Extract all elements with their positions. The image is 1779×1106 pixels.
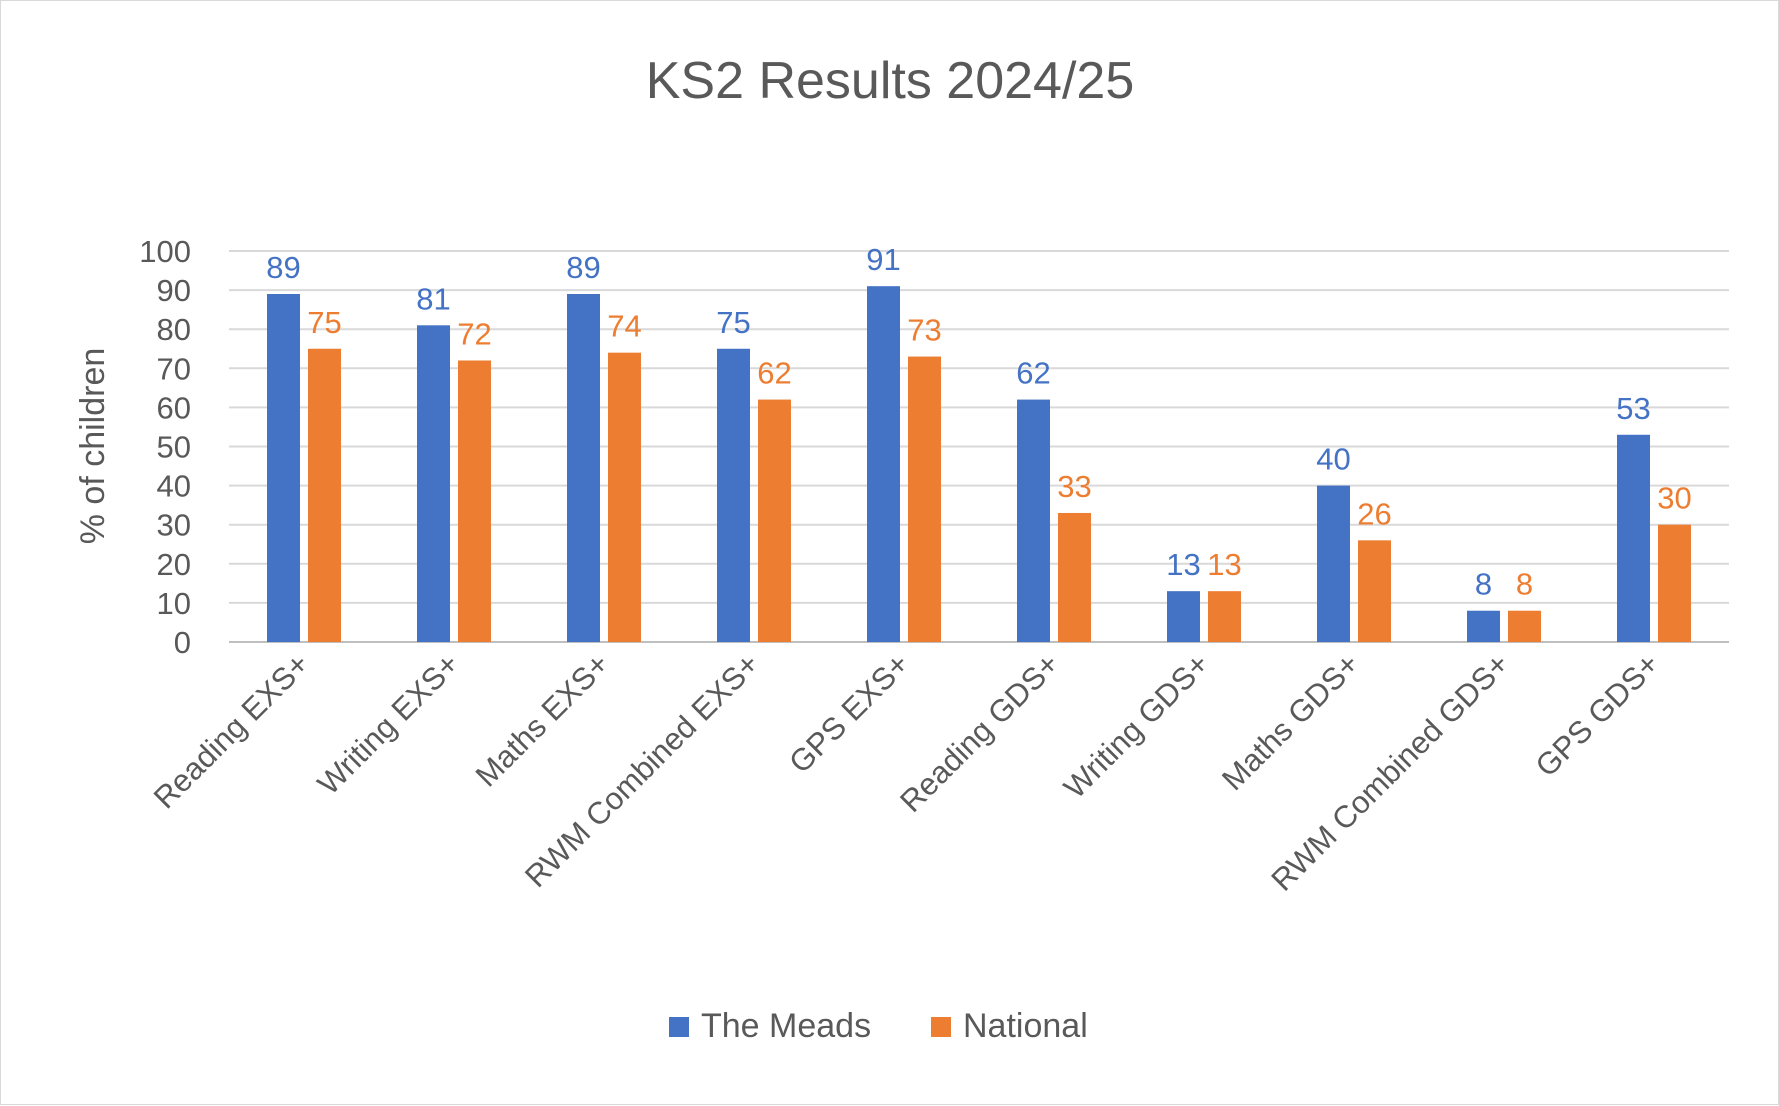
bar [417,325,450,642]
y-tick-label: 90 [157,273,191,308]
legend-label: The Meads [701,1007,871,1045]
bar [1508,610,1541,642]
bar [908,356,941,642]
y-tick-label: 20 [157,547,191,582]
x-tick-label: GPS EXS+ [782,646,916,780]
legend-swatch [669,1017,689,1037]
data-label: 33 [1057,469,1091,504]
data-label: 13 [1207,547,1241,582]
data-label: 75 [716,305,750,340]
data-label: 62 [757,356,791,391]
data-label: 30 [1657,481,1691,516]
bars [267,286,1691,642]
bar [1658,524,1691,642]
bar [567,294,600,642]
x-tick-label: Writing GDS+ [1057,646,1216,805]
bar [1467,610,1500,642]
bar [1317,485,1350,642]
bar [1167,591,1200,642]
bar [867,286,900,642]
x-tick-label: Maths GDS+ [1215,646,1366,797]
y-axis-ticks: 0 10 20 30 40 50 60 70 80 90 100 [139,234,191,660]
bar [1058,512,1091,642]
data-label: 26 [1357,496,1391,531]
y-tick-label: 100 [139,234,191,269]
y-tick-label: 50 [157,430,191,465]
legend-label: National [963,1007,1088,1045]
bar [1208,591,1241,642]
data-label: 74 [607,309,641,344]
y-tick-label: 40 [157,469,191,504]
legend-swatch [931,1017,951,1037]
data-label: 13 [1166,547,1200,582]
x-tick-label: GPS GDS+ [1529,646,1666,783]
data-label: 8 [1475,567,1492,602]
y-tick-label: 30 [157,508,191,543]
data-label: 89 [266,250,300,285]
y-tick-label: 80 [157,312,191,347]
x-tick-label: Reading EXS+ [147,646,316,815]
data-label: 72 [457,316,491,351]
y-tick-label: 0 [174,625,191,660]
x-axis-ticks: Reading EXS+Writing EXS+ Maths EXS+RWM Co… [147,646,1666,898]
bar [608,352,641,642]
data-label: 81 [416,281,450,316]
legend: The Meads National [669,1007,1088,1045]
x-tick-label: Reading GDS+ [893,646,1066,819]
data-label: 8 [1516,567,1533,602]
bar [1017,399,1050,642]
data-label: 53 [1616,391,1650,426]
x-tick-label: Writing EXS+ [311,646,466,801]
bar [1358,540,1391,642]
data-label: 75 [307,305,341,340]
data-label: 89 [566,250,600,285]
bar [267,294,300,642]
chart-title: KS2 Results 2024/25 [646,52,1135,110]
bar [717,348,750,642]
bar [1617,434,1650,642]
data-label: 91 [866,242,900,277]
data-label: 62 [1016,356,1050,391]
y-axis-label: % of children [74,348,112,545]
gridlines [229,250,1729,643]
x-tick-label: Maths EXS+ [469,646,616,793]
y-tick-label: 70 [157,351,191,386]
bar [458,360,491,642]
y-tick-label: 10 [157,586,191,621]
bar [758,399,791,642]
y-tick-label: 60 [157,390,191,425]
data-label: 40 [1316,442,1350,477]
bar [308,348,341,642]
data-label: 73 [907,313,941,348]
